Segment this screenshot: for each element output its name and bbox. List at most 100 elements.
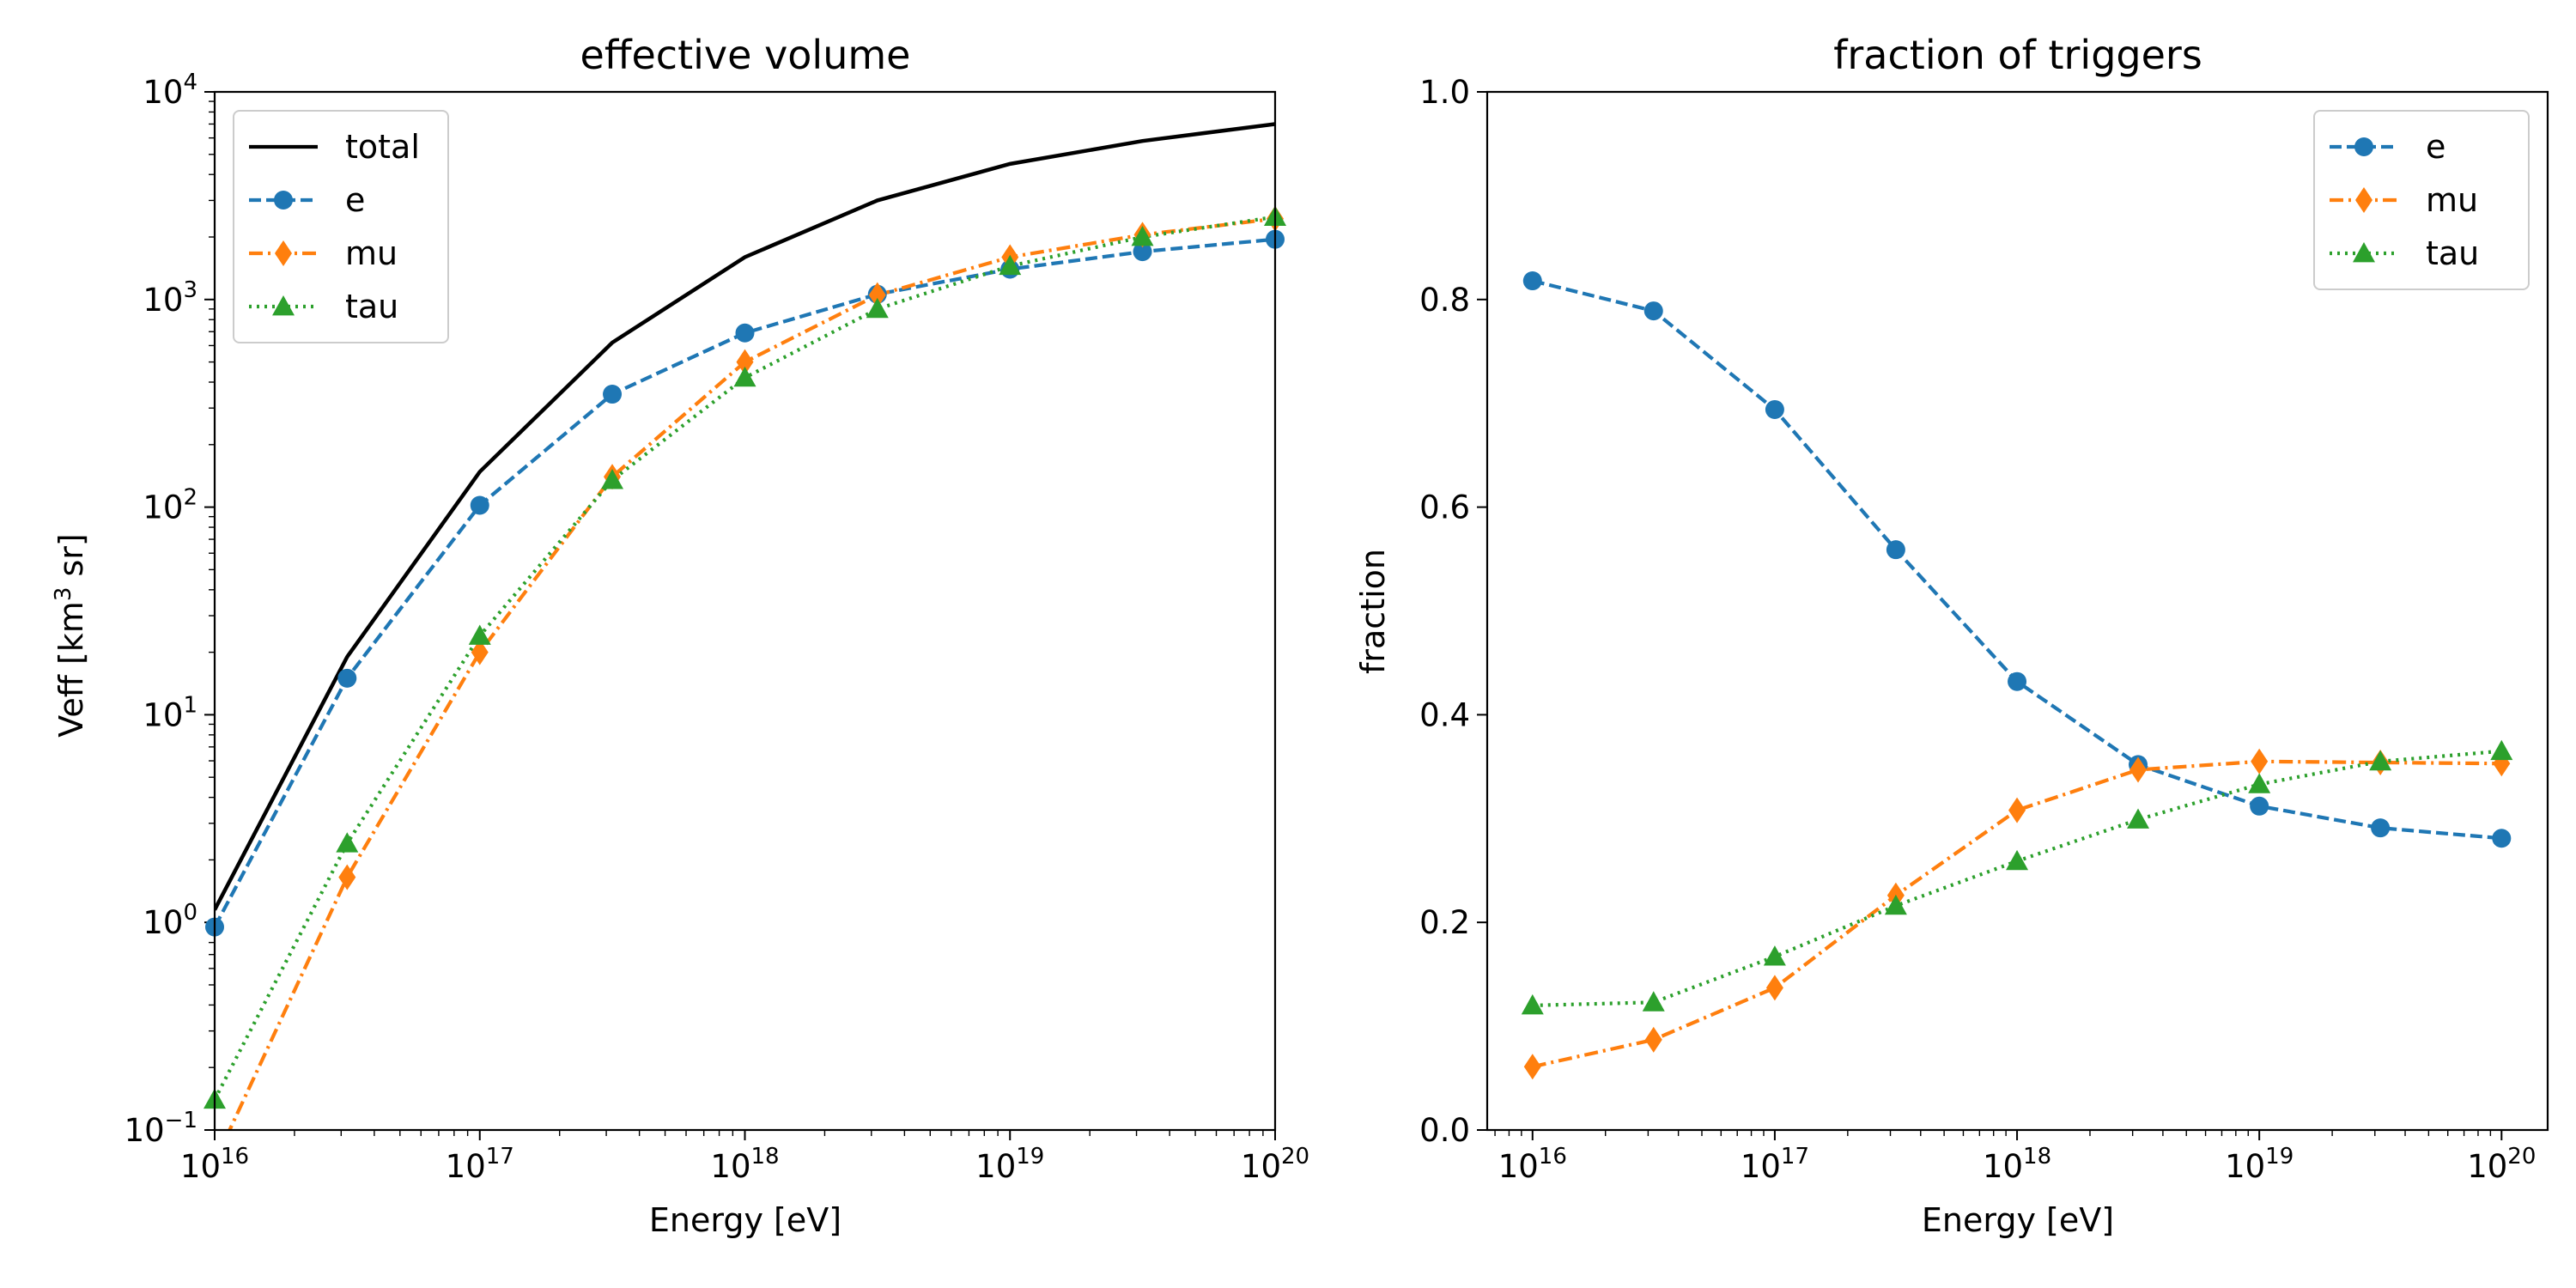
x-tick-label: 1020: [2467, 1144, 2536, 1185]
legend-label-e: e: [345, 181, 365, 219]
y-tick-exponent: −1: [165, 1108, 197, 1133]
legend-box: [233, 110, 449, 343]
y-tick-label: 101: [143, 692, 197, 733]
effective-volume-legend: total e mu tau: [233, 110, 449, 343]
x-tick-base: 10: [975, 1148, 1016, 1185]
legend-label-mu: mu: [345, 234, 398, 272]
data-point-tau: [2127, 808, 2150, 829]
y-tick-base: 10: [143, 696, 183, 733]
data-point-tau: [1521, 993, 1544, 1015]
data-point-e: [337, 668, 357, 688]
x-tick-exponent: 18: [751, 1144, 780, 1170]
data-point-tau: [2006, 849, 2029, 871]
data-point-e: [1133, 242, 1152, 262]
effective-volume-series: [204, 122, 1286, 1130]
data-point-e: [2008, 671, 2027, 691]
fraction-plot-frame: [1485, 90, 2549, 1132]
data-point-tau: [2369, 750, 2392, 771]
data-point-e: [2492, 829, 2512, 848]
effective-volume-panel: effective volume Energy [eV] Veff [km3 s…: [51, 32, 1309, 1239]
y-tick-label: 102: [143, 485, 197, 526]
data-point-e: [603, 385, 623, 404]
data-point-tau: [336, 832, 359, 853]
y-tick-base: 10: [143, 74, 183, 111]
ylabel-superscript: 3: [51, 587, 76, 602]
fraction-y-ticks: 0.0 0.2 0.4 0.6 0.8 1.0: [1419, 74, 1487, 1149]
legend-label-e: e: [2426, 128, 2445, 166]
y-tick-base: 10: [143, 904, 183, 941]
x-tick-exponent: 16: [221, 1144, 249, 1170]
data-point-e: [1886, 540, 1905, 560]
y-tick-label: 100: [143, 900, 197, 941]
series-line-mu: [1532, 759, 2502, 1069]
data-point-tau: [2490, 739, 2513, 761]
effective-volume-xlabel: Energy [eV]: [649, 1201, 841, 1239]
x-tick-label: 1019: [975, 1144, 1044, 1185]
y-tick-exponent: 1: [183, 692, 197, 718]
x-tick-base: 10: [446, 1148, 486, 1185]
fraction-series: [1521, 271, 2513, 1080]
data-point-tau: [601, 469, 624, 489]
y-tick-label: 0.6: [1419, 489, 1470, 526]
y-tick-label: 10−1: [125, 1108, 197, 1149]
y-tick-exponent: 2: [183, 485, 197, 511]
x-tick-base: 10: [180, 1148, 221, 1185]
fraction-x-ticks: 1016 1017 1018 1019 1020: [1498, 1130, 2536, 1185]
data-point-mu: [2008, 797, 2026, 823]
legend-label-mu: mu: [2426, 181, 2478, 219]
data-point-mu: [338, 864, 356, 890]
y-tick-label: 0.8: [1419, 282, 1470, 319]
x-tick-label: 1017: [1741, 1144, 1809, 1185]
data-point-e: [1765, 399, 1784, 419]
data-point-mu: [1644, 1026, 1662, 1053]
data-point-tau: [1131, 226, 1154, 246]
effective-volume-title: effective volume: [580, 32, 911, 78]
data-point-tau: [2248, 773, 2271, 793]
y-tick-exponent: 3: [183, 277, 197, 303]
series-line-tau: [1532, 749, 2502, 1008]
y-tick-base: 10: [143, 489, 183, 526]
legend-label-tau: tau: [345, 288, 398, 325]
data-point-tau: [1884, 894, 1907, 915]
data-point-tau: [733, 366, 756, 387]
legend-marker-mu: [2355, 187, 2372, 213]
fraction-of-triggers-xlabel: Energy [eV]: [1922, 1201, 2114, 1239]
series-markers: [204, 205, 1286, 1109]
effective-volume-plot-frame: [213, 90, 1277, 1132]
x-tick-exponent: 17: [1781, 1144, 1809, 1170]
x-tick-label: 1018: [710, 1144, 779, 1185]
fraction-minor-ticks: [1494, 1130, 2492, 1136]
x-tick-exponent: 19: [1016, 1144, 1044, 1170]
data-point-mu: [2129, 756, 2148, 783]
y-tick-base: 10: [143, 282, 183, 319]
x-tick-exponent: 17: [486, 1144, 514, 1170]
fraction-of-triggers-ylabel: fraction: [1354, 549, 1392, 674]
ylabel-tail: sr]: [52, 533, 90, 586]
y-tick-exponent: 4: [183, 70, 197, 95]
data-point-tau: [999, 254, 1022, 276]
x-tick-exponent: 20: [2507, 1144, 2536, 1170]
y-tick-label: 0.2: [1419, 904, 1470, 941]
data-point-tau: [468, 624, 491, 645]
data-point-mu: [1765, 975, 1783, 1001]
fraction-legend: e mu tau: [2313, 110, 2530, 290]
x-tick-base: 10: [1983, 1148, 2023, 1185]
x-tick-base: 10: [2225, 1148, 2265, 1185]
ylabel-main: Veff [km: [52, 601, 90, 738]
x-tick-label: 1016: [180, 1144, 249, 1185]
x-tick-exponent: 18: [2023, 1144, 2051, 1170]
y-tick-base: 10: [125, 1112, 165, 1149]
data-point-mu: [1523, 1054, 1541, 1080]
legend-marker-tau: [2353, 242, 2375, 263]
x-tick-label: 1019: [2225, 1144, 2293, 1185]
y-tick-label: 1.0: [1419, 74, 1470, 111]
series-markers: [1521, 271, 2513, 1080]
x-tick-base: 10: [710, 1148, 750, 1185]
data-point-mu: [471, 639, 489, 665]
series-line-e: [1532, 279, 2502, 841]
legend-label-tau: tau: [2426, 234, 2479, 272]
data-point-e: [1522, 271, 1542, 291]
legend-marker-mu: [275, 240, 292, 266]
